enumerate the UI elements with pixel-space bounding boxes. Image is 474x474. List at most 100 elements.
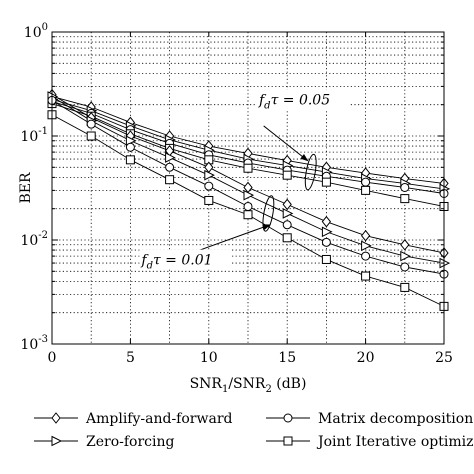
series-layer — [47, 88, 451, 311]
x-tick-label: 15 — [278, 350, 296, 366]
x-axis-label-sub1: 1 — [222, 384, 228, 395]
x-axis-label-sub2: 2 — [265, 384, 271, 395]
annotation-ellipse — [304, 153, 317, 191]
x-axis-label-mid: /SNR — [228, 376, 266, 392]
x-axis-label-unit: (dB) — [272, 376, 307, 392]
x-tick-label: 5 — [126, 350, 135, 366]
data-point — [282, 198, 292, 211]
legend-entry: Joint Iterative optimizatio — [266, 434, 474, 450]
x-tick-label: 20 — [357, 350, 375, 366]
series-square-fdtau-0.01 — [47, 110, 449, 311]
y-tick-label: 100 — [24, 22, 48, 41]
annotation-fdtau: fdτ = 0.05 — [256, 89, 349, 191]
data-point — [400, 238, 410, 251]
data-point — [361, 271, 371, 281]
y-tick-label-base: 10 — [20, 337, 38, 353]
x-tick-label: 25 — [435, 350, 453, 366]
y-axis-label: BER — [18, 172, 34, 204]
annotation-sub: d — [264, 101, 270, 112]
data-point — [282, 220, 292, 230]
data-point — [360, 229, 371, 242]
legend-entry: Amplify-and-forward — [34, 411, 233, 427]
x-tick-label: 0 — [48, 350, 57, 366]
annotation-main: f — [258, 93, 267, 109]
y-tick-label: 10-3 — [20, 334, 48, 353]
legend-label: Matrix decomposition — [318, 411, 473, 427]
x-tick-label: 10 — [200, 350, 218, 366]
legend-label: Zero-forcing — [86, 434, 175, 450]
data-point — [361, 185, 371, 195]
data-point — [321, 226, 333, 238]
data-point — [243, 210, 253, 220]
data-point — [361, 251, 371, 261]
y-tick-label-base: 10 — [24, 25, 42, 41]
series-triangle-right-fdtau-0.05 — [47, 94, 451, 195]
legend-label: Amplify-and-forward — [85, 411, 233, 427]
data-point — [400, 194, 410, 204]
data-point — [125, 142, 135, 152]
data-point — [400, 182, 410, 192]
data-point — [321, 177, 331, 187]
y-tick-label-exponent: 0 — [42, 22, 48, 33]
data-point — [361, 177, 371, 187]
data-point — [400, 262, 410, 272]
x-axis-label: SNR1/SNR2 (dB) — [190, 376, 307, 395]
y-tick-label-base: 10 — [20, 129, 38, 145]
y-tick-label-exponent: -3 — [38, 334, 48, 345]
data-point — [321, 215, 332, 228]
data-point — [204, 181, 214, 191]
data-point — [321, 254, 331, 264]
annotation-ellipse — [262, 195, 275, 232]
annotation-label: fdτ = 0.05 — [258, 93, 330, 112]
y-tick-label: 10-1 — [20, 126, 48, 145]
legend-marker — [51, 412, 61, 424]
plot-frame — [51, 31, 445, 345]
data-point — [165, 175, 175, 185]
annotation-background — [256, 89, 349, 110]
data-point — [282, 233, 292, 243]
data-point — [86, 131, 96, 141]
data-point — [282, 170, 292, 180]
legend: Amplify-and-forward Matrix decomposition Z… — [34, 411, 474, 450]
y-tick-label-base: 10 — [20, 233, 38, 249]
data-point — [243, 189, 255, 201]
annotation-arrow — [188, 224, 271, 255]
data-point — [400, 250, 411, 262]
data-point — [165, 162, 175, 172]
legend-entry: Matrix decomposition — [266, 411, 473, 427]
legend-entry: Zero-forcing — [34, 434, 175, 450]
x-axis-label-base: SNR — [190, 376, 223, 392]
data-point — [243, 201, 253, 211]
data-point — [86, 119, 96, 129]
data-point — [165, 152, 176, 163]
annotation-main: f — [140, 253, 149, 269]
legend-label: Joint Iterative optimizatio — [316, 434, 474, 450]
data-point — [125, 155, 135, 165]
annotation-fdtau: fdτ = 0.01 — [139, 195, 275, 272]
y-tick-label: 10-2 — [20, 230, 48, 249]
annotation-rest: τ = 0.01 — [153, 253, 213, 269]
data-point — [243, 163, 253, 173]
annotation-background — [139, 249, 232, 270]
annotation-arrow — [263, 125, 309, 162]
annotation-sub: d — [147, 261, 153, 272]
data-point — [204, 195, 214, 205]
data-point — [204, 169, 215, 181]
legend-marker — [51, 435, 63, 447]
legend-marker — [283, 413, 293, 423]
y-tick-label-exponent: -1 — [38, 126, 48, 137]
data-point — [282, 208, 294, 219]
data-point — [361, 240, 372, 252]
annotation-rest: τ = 0.05 — [271, 93, 331, 109]
grid — [52, 32, 444, 344]
annotation-label: fdτ = 0.01 — [140, 253, 212, 272]
series-diamond-fdtau-0.05 — [47, 90, 449, 190]
legend-marker — [283, 436, 293, 446]
y-tick-label-exponent: -2 — [38, 230, 48, 241]
series-circle-fdtau-0.01 — [47, 95, 449, 279]
data-point — [400, 282, 410, 292]
data-point — [321, 237, 331, 247]
